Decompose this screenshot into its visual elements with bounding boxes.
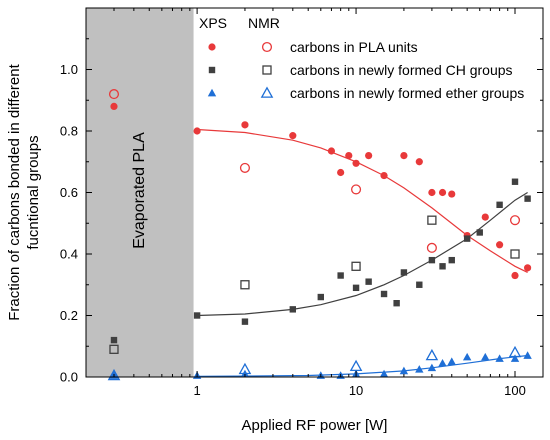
evaporated-pla-region: [86, 8, 194, 377]
point-pla-xps-9: [380, 171, 388, 180]
y-tick-label: 0.6: [60, 185, 78, 200]
point-ether-xps-16: [523, 351, 532, 359]
point-pla-xps-13: [438, 188, 447, 197]
point-ch-nmr-0: [109, 344, 119, 354]
legend-marker-ch-nmr: [262, 65, 272, 75]
point-ch-xps-15: [463, 235, 471, 242]
fit-line-pla: [197, 128, 528, 273]
point-ether-nmr-2: [349, 359, 363, 372]
point-pla-xps-0: [110, 102, 118, 110]
point-ch-nmr-3: [427, 215, 437, 225]
point-pla-xps-5: [337, 168, 345, 177]
legend-header-nmr: NMR: [248, 15, 280, 31]
point-pla-nmr-3: [426, 242, 437, 253]
point-ch-xps-18: [511, 178, 519, 185]
point-ether-xps-9: [427, 363, 437, 372]
y-tick-label: 0.2: [60, 308, 78, 323]
point-ch-xps-1: [193, 312, 201, 319]
point-ch-xps-6: [352, 284, 360, 292]
point-pla-nmr-0: [108, 89, 120, 100]
axes: [85, 7, 544, 378]
y-tick-label: 0.8: [60, 124, 78, 139]
point-ch-xps-9: [393, 300, 400, 307]
point-ch-xps-2: [241, 318, 249, 325]
tick-labels: 0.0 0.2 0.4 0.6 0.8 1.0 1 10 100: [60, 62, 526, 398]
x-axis-title: Applied RF power [W]: [242, 417, 388, 434]
point-ether-xps-7: [399, 366, 409, 375]
point-ch-xps-16: [476, 229, 483, 236]
fit-line-ch: [197, 191, 528, 317]
point-pla-xps-4: [327, 147, 336, 155]
point-pla-xps-14: [448, 190, 456, 198]
x-tick-label: 10: [349, 383, 363, 398]
point-pla-xps-1: [193, 127, 201, 135]
point-ch-xps-4: [317, 293, 324, 301]
y-tick-label: 0.0: [60, 370, 78, 385]
legend-marker-ether-nmr: [260, 86, 274, 98]
point-pla-xps-6: [345, 152, 353, 160]
point-ch-xps-7: [365, 278, 372, 285]
point-pla-xps-17: [496, 241, 504, 249]
point-pla-xps-3: [289, 132, 297, 140]
y-tick-label: 0.4: [60, 247, 78, 262]
point-ch-nmr-1: [240, 280, 250, 290]
point-ether-nmr-3: [425, 348, 439, 361]
point-ether-xps-10: [438, 358, 447, 367]
point-ch-nmr-4: [510, 249, 520, 259]
legend-label-pla: carbons in PLA units: [290, 39, 418, 55]
point-ch-xps-17: [496, 201, 503, 208]
y-axis-title-line-2: fucntional groups: [25, 135, 42, 249]
point-ch-xps-13: [439, 263, 446, 270]
legend-marker-pla-xps: [208, 43, 216, 51]
point-ether-nmr-0: [107, 368, 121, 381]
point-ch-xps-3: [289, 306, 297, 313]
point-pla-xps-8: [365, 152, 373, 160]
point-pla-nmr-4: [509, 215, 521, 226]
point-pla-xps-19: [523, 264, 532, 272]
legend-marker-pla-nmr: [261, 41, 273, 53]
point-pla-xps-18: [511, 271, 519, 280]
point-ether-xps-13: [481, 352, 490, 361]
legend-label-ch: carbons in newly formed CH groups: [290, 62, 513, 78]
point-ch-xps-5: [337, 272, 344, 279]
point-pla-nmr-1: [239, 162, 251, 173]
y-axis-title-line-1: Fraction of carbons bonded in different: [6, 63, 23, 320]
point-ch-xps-10: [400, 269, 408, 276]
point-ch-xps-8: [380, 290, 388, 298]
point-ch-xps-12: [428, 256, 436, 264]
y-tick-label: 1.0: [60, 62, 78, 77]
point-pla-xps-10: [400, 152, 408, 160]
point-ether-nmr-4: [508, 345, 522, 358]
legend-label-ether: carbons in newly formed ether groups: [290, 85, 524, 101]
legend: XPS NMR carbons in PLA units carbons in …: [199, 15, 524, 101]
point-ch-nmr-2: [351, 261, 361, 271]
point-ch-xps-11: [416, 281, 423, 288]
point-ether-nmr-1: [238, 362, 252, 375]
legend-marker-ether-xps: [207, 88, 217, 97]
legend-header-xps: XPS: [199, 15, 227, 31]
x-tick-label: 100: [504, 383, 526, 398]
point-pla-xps-12: [428, 188, 436, 197]
point-pla-xps-2: [241, 121, 249, 129]
evaporated-pla-label: Evaporated PLA: [131, 132, 148, 249]
legend-marker-ch-xps: [208, 66, 216, 74]
data-points: [107, 89, 532, 381]
point-pla-xps-7: [352, 159, 360, 167]
point-ether-xps-14: [495, 354, 504, 362]
point-ether-xps-11: [447, 357, 456, 365]
x-tick-label: 1: [193, 383, 200, 398]
point-ch-xps-14: [448, 256, 455, 264]
point-pla-xps-11: [415, 158, 423, 166]
point-pla-xps-16: [481, 213, 489, 221]
point-ch-xps-19: [524, 195, 531, 202]
point-pla-nmr-2: [351, 184, 362, 195]
point-ether-xps-8: [415, 365, 424, 373]
point-ether-xps-15: [510, 354, 520, 362]
point-ether-xps-6: [379, 369, 389, 378]
point-ch-xps-0: [110, 336, 118, 344]
point-ether-xps-12: [462, 352, 472, 361]
